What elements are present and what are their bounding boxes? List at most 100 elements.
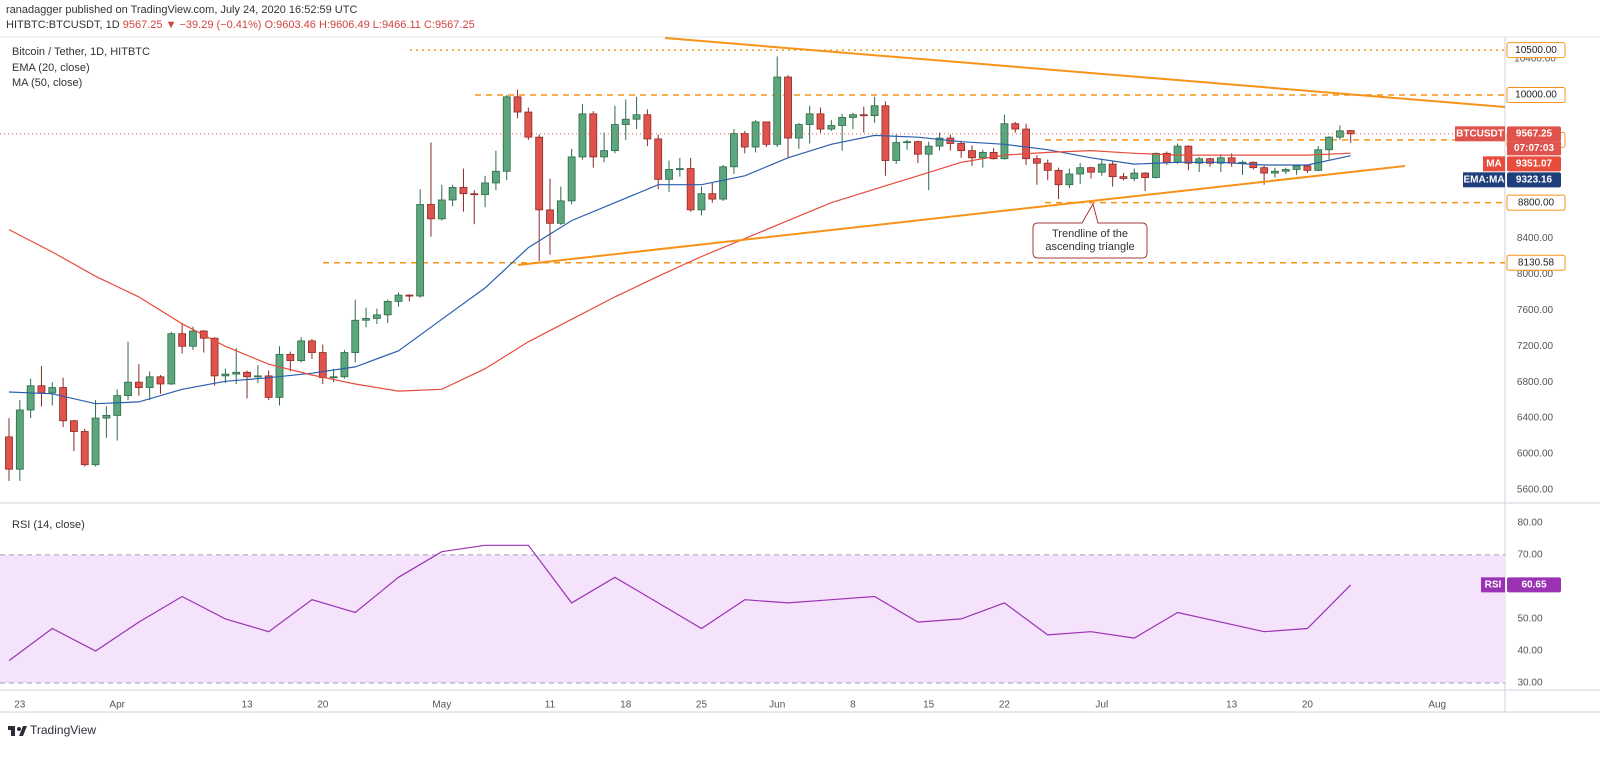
y-tick-label: 6800.00 xyxy=(1517,377,1554,388)
x-tick-label: 22 xyxy=(999,700,1011,711)
candle-body xyxy=(556,200,565,224)
candle-body xyxy=(784,76,792,139)
candle-body xyxy=(470,193,479,196)
x-tick-label: 11 xyxy=(545,700,556,711)
candle-body xyxy=(654,138,663,180)
byline: ranadagger published on TradingView.com,… xyxy=(6,4,357,16)
y-tick-label: 6000.00 xyxy=(1517,449,1554,460)
level-tag xyxy=(1506,86,1566,103)
annotation: ascending triangle xyxy=(1045,241,1134,253)
candle-body xyxy=(1303,165,1312,171)
ma-tag-box xyxy=(1507,156,1561,172)
candle-body xyxy=(145,376,154,388)
rsi-tick-label: 30.00 xyxy=(1517,678,1542,689)
candle-body xyxy=(437,199,446,220)
x-tick-label: 23 xyxy=(14,700,26,711)
ma-tag: 9351.07 xyxy=(1516,158,1553,169)
candle-body xyxy=(740,133,749,148)
candle-body xyxy=(1346,130,1355,135)
candle-body xyxy=(1119,176,1128,179)
level-tag-label: 8800.00 xyxy=(1518,197,1555,208)
candle-body xyxy=(70,420,78,432)
candle-body xyxy=(286,353,295,362)
candle-body xyxy=(1108,163,1117,178)
candle-body xyxy=(719,166,728,200)
candle-body xyxy=(253,375,262,378)
candle-body xyxy=(491,170,500,184)
candle-body xyxy=(243,371,251,378)
candle-body xyxy=(15,409,24,470)
price-tag-label-box xyxy=(1455,126,1505,142)
level-tag-label: 10500.00 xyxy=(1515,45,1557,56)
level-tag xyxy=(1506,194,1566,211)
candle-body xyxy=(1281,169,1290,172)
candle-body xyxy=(762,121,771,145)
candle-body xyxy=(1335,130,1344,138)
candle-body xyxy=(567,156,576,202)
x-tick-label: 15 xyxy=(923,700,935,711)
candle-body xyxy=(935,137,944,147)
candle-body xyxy=(91,417,100,466)
candle-body xyxy=(665,169,673,180)
rsi-tick-label: 40.00 xyxy=(1517,646,1542,657)
rsi-tag-label: RSI xyxy=(1485,579,1502,590)
candle-body xyxy=(1195,158,1204,164)
ascending-trendline xyxy=(517,165,1406,266)
candle-body xyxy=(26,385,35,411)
candle-body xyxy=(1325,136,1333,151)
candle-body xyxy=(427,204,435,220)
rsi-tick-label: 80.00 xyxy=(1517,518,1542,529)
x-tick-label: 13 xyxy=(1226,700,1238,711)
candle-body xyxy=(1314,149,1323,171)
candle-body xyxy=(340,352,349,378)
candle-body xyxy=(383,300,392,316)
price-pane: 5600.00 6000.00 6400.00 6800.00 7200.00 7600.… xyxy=(0,42,1566,495)
candle-body xyxy=(308,340,316,353)
candle-body xyxy=(1152,152,1160,178)
price-tag-label: BTCUSDT xyxy=(1456,128,1504,139)
candle-body xyxy=(481,182,489,196)
ema-tag-box xyxy=(1507,172,1561,188)
candle-body xyxy=(351,319,360,353)
price-tag-box xyxy=(1507,126,1561,142)
candle-body xyxy=(870,105,879,117)
level-tag-label: 10000.00 xyxy=(1515,90,1557,101)
candle-body xyxy=(686,168,695,211)
candle-body xyxy=(102,414,111,419)
candle-body xyxy=(362,318,370,321)
candle-body xyxy=(221,373,230,377)
y-tick-label: 8400.00 xyxy=(1517,233,1554,244)
countdown-box xyxy=(1507,141,1561,156)
rsi-tag: 60.65 xyxy=(1521,579,1546,590)
candle-body xyxy=(502,96,511,172)
x-tick-label: 8 xyxy=(850,700,856,711)
candle-body xyxy=(1130,172,1139,179)
ema-tag: 9323.16 xyxy=(1516,174,1553,185)
x-tick-label: 18 xyxy=(620,700,632,711)
candle-body xyxy=(1000,123,1009,160)
y-tick-label: 8000.00 xyxy=(1517,269,1554,280)
candle-body xyxy=(394,294,403,302)
candle-body xyxy=(48,387,57,394)
candle-body xyxy=(80,431,89,466)
candle-body xyxy=(37,385,46,394)
x-tick-label: May xyxy=(432,700,451,711)
candle-body xyxy=(578,113,587,158)
ma-tag-label-box xyxy=(1483,156,1505,172)
ema-tag-label: EMA:MA xyxy=(1463,174,1504,185)
candle-body xyxy=(957,143,966,152)
y-tick-label: 7600.00 xyxy=(1517,305,1554,316)
candle-body xyxy=(621,118,630,126)
candle-body xyxy=(156,376,165,385)
candle-body xyxy=(881,105,890,161)
x-tick-label: Jun xyxy=(769,700,785,711)
candle-body xyxy=(849,114,857,118)
candle-body xyxy=(1076,167,1085,175)
candle-body xyxy=(124,381,132,397)
candle-body xyxy=(1271,170,1279,174)
x-tick-label: 20 xyxy=(1302,700,1314,711)
x-tick-label: 13 xyxy=(241,700,253,711)
candle-body xyxy=(773,76,782,145)
